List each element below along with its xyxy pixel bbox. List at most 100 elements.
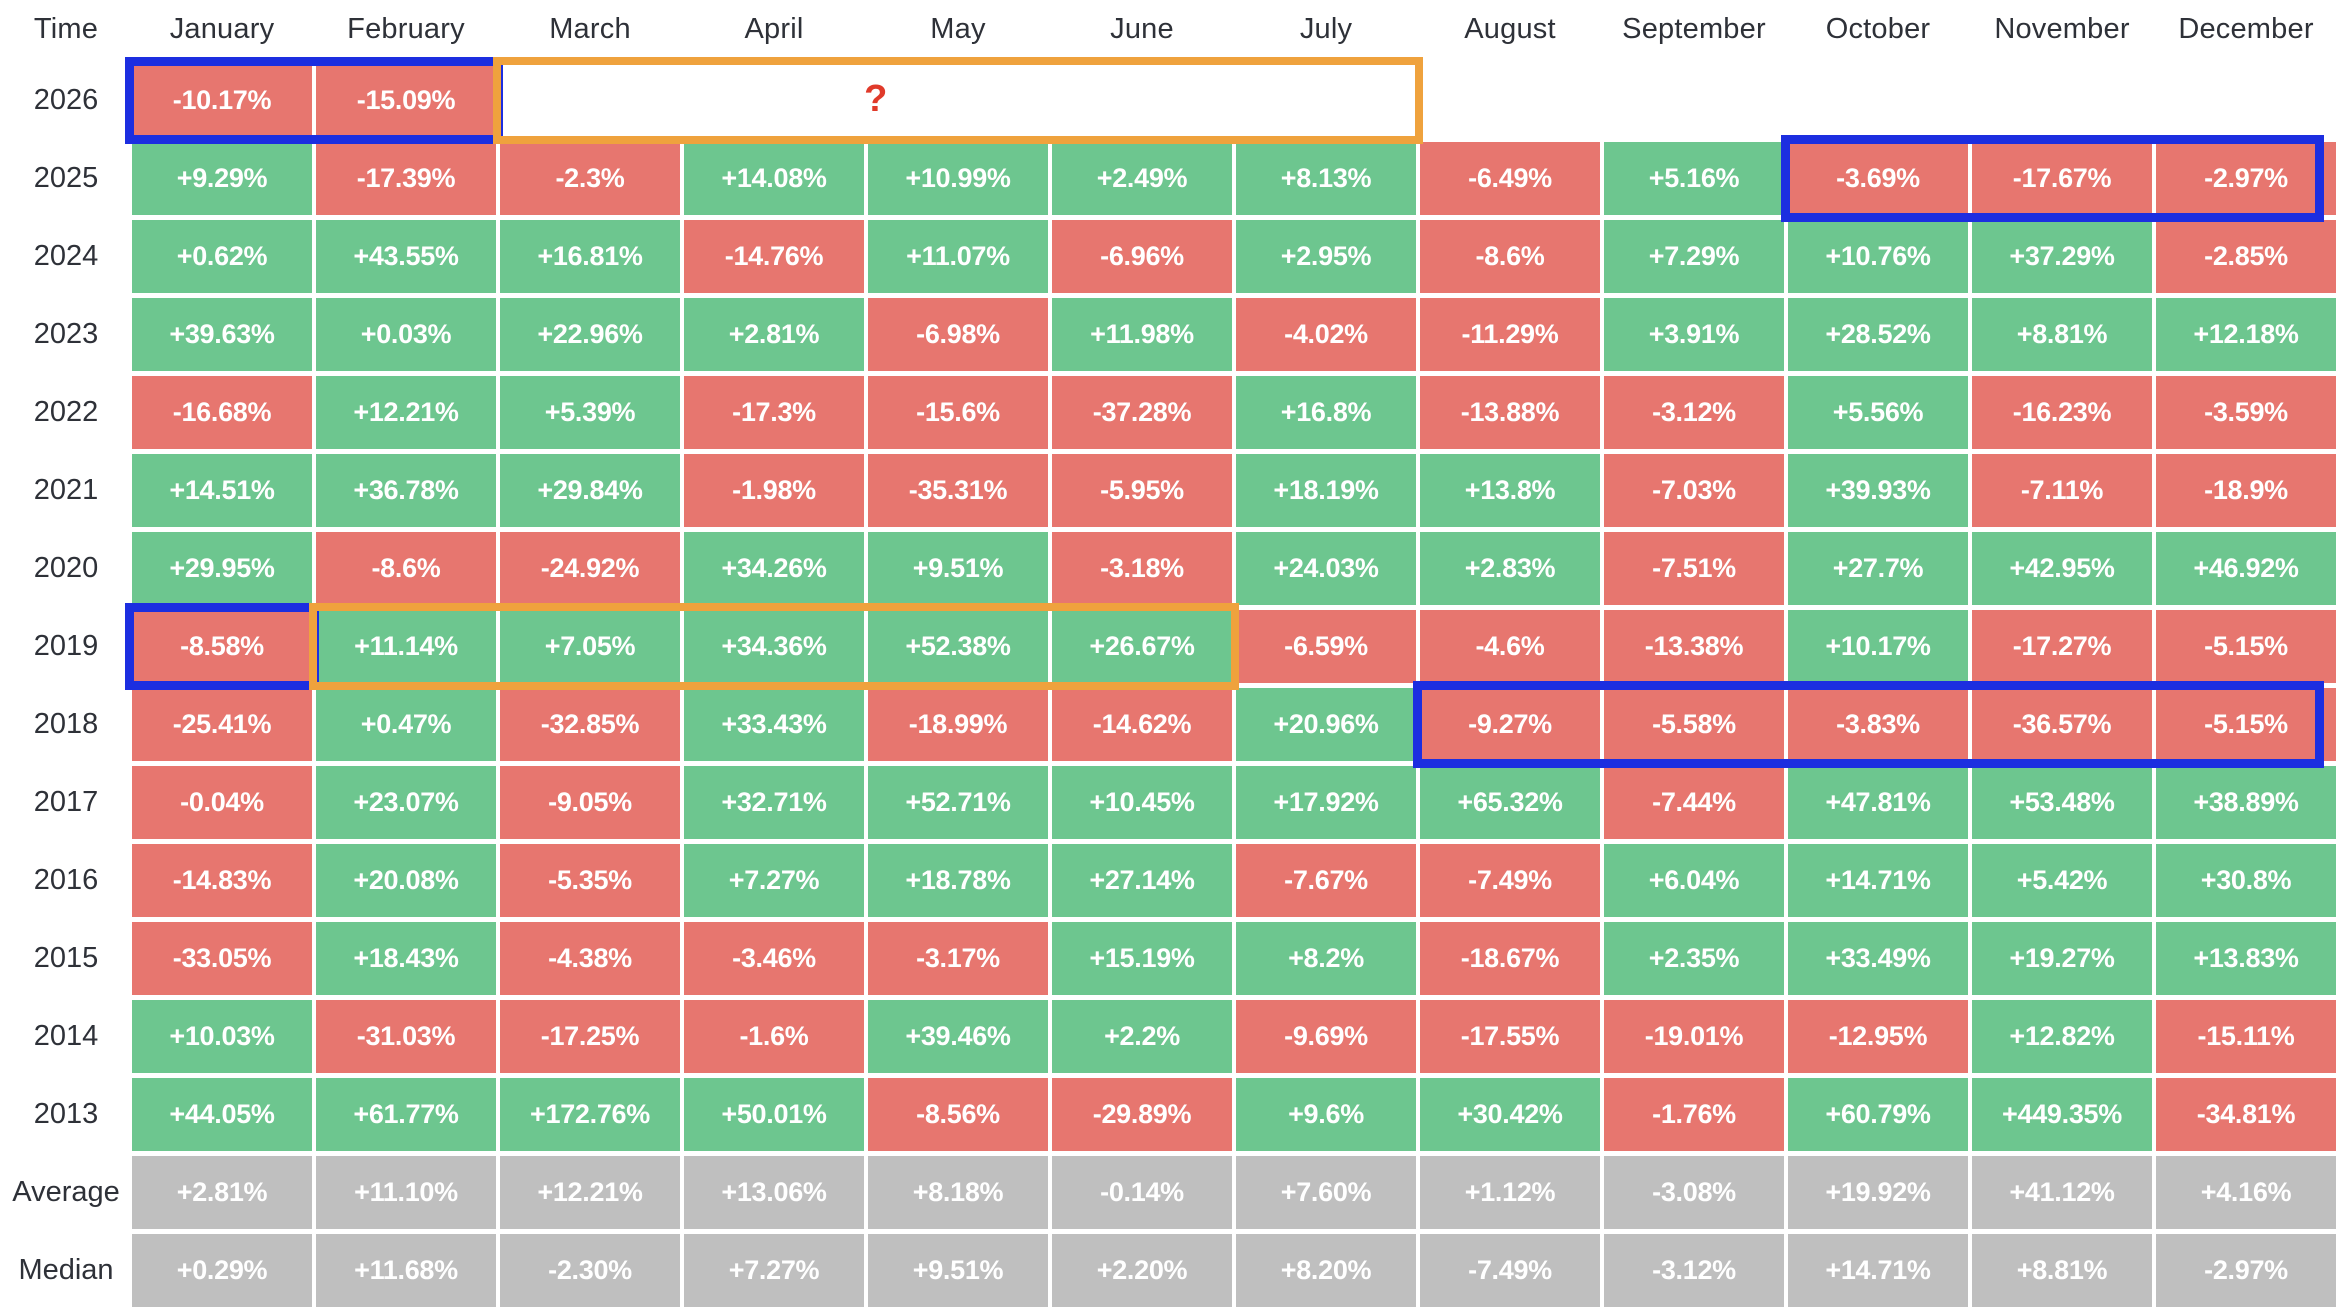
row-label-2017: 2017: [33, 786, 99, 818]
heatmap-cell: -6.96%: [1052, 220, 1232, 293]
heatmap-cell: +60.79%: [1788, 1078, 1968, 1151]
row-label-2015: 2015: [33, 942, 99, 974]
heatmap-cell: +13.8%: [1420, 454, 1600, 527]
heatmap-cell: +10.45%: [1052, 766, 1232, 839]
heatmap-cell: -33.05%: [132, 922, 312, 995]
heatmap-cell: +16.81%: [500, 220, 680, 293]
heatmap-cell: +9.51%: [868, 532, 1048, 605]
heatmap-cell: +2.2%: [1052, 1000, 1232, 1073]
row-label-2018: 2018: [33, 708, 99, 740]
heatmap-cell: +33.49%: [1788, 922, 1968, 995]
heatmap-cell: +11.10%: [316, 1156, 496, 1229]
heatmap-cell: -3.59%: [2156, 376, 2336, 449]
row-label-2019: 2019: [33, 630, 99, 662]
heatmap-cell: +19.92%: [1788, 1156, 1968, 1229]
heatmap-cell: +12.21%: [500, 1156, 680, 1229]
heatmap-cell: -2.3%: [500, 142, 680, 215]
heatmap-cell: +12.21%: [316, 376, 496, 449]
heatmap-cell: +9.29%: [132, 142, 312, 215]
heatmap-cell: +8.20%: [1236, 1234, 1416, 1307]
heatmap-cell: -8.6%: [1420, 220, 1600, 293]
heatmap-cell: -3.08%: [1604, 1156, 1784, 1229]
heatmap-cell: -3.12%: [1604, 1234, 1784, 1307]
heatmap-cell: +14.08%: [684, 142, 864, 215]
heatmap-cell: -15.09%: [316, 64, 496, 137]
heatmap-cell: -0.04%: [132, 766, 312, 839]
heatmap-cell: +7.27%: [684, 844, 864, 917]
row-label-2026: 2026: [33, 84, 99, 116]
heatmap-cell: [500, 64, 680, 137]
row-label-2025: 2025: [33, 162, 99, 194]
heatmap-cell: -17.55%: [1420, 1000, 1600, 1073]
heatmap-cell: -34.81%: [2156, 1078, 2336, 1151]
heatmap-cell: -5.58%: [1604, 688, 1784, 761]
heatmap-cell: +22.96%: [500, 298, 680, 371]
heatmap-cell: +11.68%: [316, 1234, 496, 1307]
column-header-july: July: [1299, 13, 1353, 45]
heatmap-cell: +27.7%: [1788, 532, 1968, 605]
heatmap-cell: -7.67%: [1236, 844, 1416, 917]
heatmap-cell: +36.78%: [316, 454, 496, 527]
heatmap-cell: -7.51%: [1604, 532, 1784, 605]
heatmap-cell: +44.05%: [132, 1078, 312, 1151]
heatmap-cell: +12.82%: [1972, 1000, 2152, 1073]
heatmap-cell: -4.6%: [1420, 610, 1600, 683]
heatmap-cell: -4.38%: [500, 922, 680, 995]
heatmap-cell: -18.9%: [2156, 454, 2336, 527]
heatmap-cell: -17.39%: [316, 142, 496, 215]
heatmap-cell: -15.6%: [868, 376, 1048, 449]
heatmap-cell: -2.30%: [500, 1234, 680, 1307]
heatmap-cell: -29.89%: [1052, 1078, 1232, 1151]
heatmap-cell: +41.12%: [1972, 1156, 2152, 1229]
heatmap-cell: +29.84%: [500, 454, 680, 527]
row-label-2014: 2014: [33, 1020, 99, 1052]
heatmap-cell: +7.29%: [1604, 220, 1784, 293]
heatmap-cell: +8.81%: [1972, 1234, 2152, 1307]
heatmap-cell: +0.29%: [132, 1234, 312, 1307]
heatmap-cell: +18.19%: [1236, 454, 1416, 527]
heatmap-cell: -12.95%: [1788, 1000, 1968, 1073]
heatmap-cell: -0.14%: [1052, 1156, 1232, 1229]
heatmap-cell: +27.14%: [1052, 844, 1232, 917]
heatmap-cell: -6.49%: [1420, 142, 1600, 215]
heatmap-cell: +2.95%: [1236, 220, 1416, 293]
heatmap-cell: +9.6%: [1236, 1078, 1416, 1151]
heatmap-cell: -8.6%: [316, 532, 496, 605]
heatmap-cell: +7.27%: [684, 1234, 864, 1307]
heatmap-cell: +8.18%: [868, 1156, 1048, 1229]
column-header-september: September: [1622, 13, 1766, 45]
heatmap-cell: -5.15%: [2156, 610, 2336, 683]
heatmap-cell: +5.16%: [1604, 142, 1784, 215]
heatmap-cell: +10.03%: [132, 1000, 312, 1073]
heatmap-cell: +17.92%: [1236, 766, 1416, 839]
heatmap-cell: -9.27%: [1420, 688, 1600, 761]
heatmap-cell: +33.43%: [684, 688, 864, 761]
heatmap-cell: +52.38%: [868, 610, 1048, 683]
heatmap-cell: +12.18%: [2156, 298, 2336, 371]
heatmap-cell: +172.76%: [500, 1078, 680, 1151]
heatmap-cell: [1420, 64, 1600, 137]
heatmap-cell: -1.98%: [684, 454, 864, 527]
heatmap-cell: -6.59%: [1236, 610, 1416, 683]
row-label-2013: 2013: [33, 1098, 99, 1130]
heatmap-cell: -36.57%: [1972, 688, 2152, 761]
heatmap-cell: -32.85%: [500, 688, 680, 761]
heatmap-cell: [868, 64, 1048, 137]
heatmap-cell: -2.97%: [2156, 142, 2336, 215]
heatmap-cell: +30.8%: [2156, 844, 2336, 917]
heatmap-cell: +28.52%: [1788, 298, 1968, 371]
column-header-november: November: [1994, 13, 2130, 45]
heatmap-cell: -18.67%: [1420, 922, 1600, 995]
heatmap-cell: +449.35%: [1972, 1078, 2152, 1151]
heatmap-cell: -3.83%: [1788, 688, 1968, 761]
heatmap-cell: -8.58%: [132, 610, 312, 683]
heatmap-cell: -16.23%: [1972, 376, 2152, 449]
column-header-june: June: [1110, 13, 1174, 45]
heatmap-cell: +39.93%: [1788, 454, 1968, 527]
column-header-august: August: [1464, 13, 1556, 45]
heatmap-cell: +16.8%: [1236, 376, 1416, 449]
heatmap-cell: [1788, 64, 1968, 137]
heatmap-cell: +8.2%: [1236, 922, 1416, 995]
